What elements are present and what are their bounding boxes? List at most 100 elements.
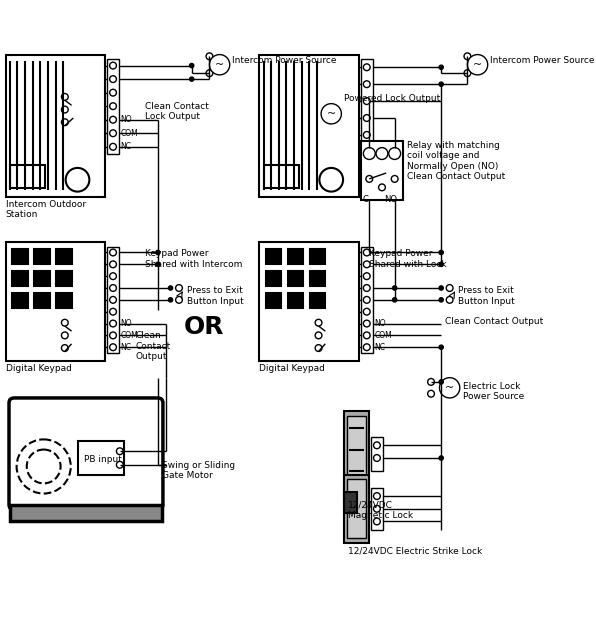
Text: NO: NO [374, 319, 386, 328]
Bar [361, 59, 372, 143]
Circle shape [110, 130, 116, 136]
Circle shape [61, 319, 68, 326]
Text: Intercom Power Source: Intercom Power Source [232, 56, 337, 65]
Circle shape [446, 285, 453, 291]
Bar [259, 55, 359, 197]
Circle shape [364, 344, 370, 350]
Circle shape [439, 250, 443, 255]
Circle shape [393, 286, 397, 290]
Bar [347, 479, 366, 538]
Text: 12/24VDC Electric Strike Lock: 12/24VDC Electric Strike Lock [348, 547, 482, 556]
Text: NO: NO [384, 195, 397, 204]
Circle shape [110, 273, 116, 280]
Bar [13, 293, 27, 308]
Circle shape [61, 94, 68, 100]
Circle shape [439, 456, 443, 460]
Circle shape [392, 175, 398, 182]
Bar [35, 249, 49, 264]
Text: ~: ~ [445, 383, 454, 393]
Bar [310, 271, 325, 286]
Circle shape [364, 148, 375, 159]
Circle shape [364, 98, 370, 105]
Bar [263, 164, 299, 188]
Text: Powered Lock Output: Powered Lock Output [344, 94, 440, 104]
Circle shape [315, 345, 322, 352]
Circle shape [190, 77, 194, 81]
Text: Keypad Power
Shared with Intercom: Keypad Power Shared with Intercom [145, 249, 243, 268]
Circle shape [364, 285, 370, 291]
Circle shape [110, 285, 116, 291]
Text: ~: ~ [473, 60, 482, 69]
Text: COM: COM [120, 129, 138, 138]
Text: Electric Lock
Power Source: Electric Lock Power Source [463, 382, 524, 401]
Circle shape [110, 143, 116, 150]
Bar [10, 505, 162, 521]
Circle shape [61, 345, 68, 352]
Bar [107, 247, 119, 353]
Circle shape [110, 89, 116, 96]
Text: NO: NO [120, 115, 132, 124]
Circle shape [374, 505, 380, 512]
Circle shape [319, 168, 343, 192]
Text: Swing or Sliding
Gate Motor: Swing or Sliding Gate Motor [162, 461, 235, 480]
Circle shape [374, 442, 380, 449]
Text: NO: NO [120, 319, 132, 328]
Circle shape [439, 65, 443, 69]
Circle shape [206, 70, 213, 77]
Circle shape [364, 308, 370, 315]
Circle shape [209, 55, 229, 75]
Circle shape [364, 273, 370, 280]
Bar [259, 242, 359, 361]
Circle shape [364, 81, 370, 87]
Circle shape [364, 261, 370, 268]
Circle shape [110, 117, 116, 123]
Circle shape [446, 296, 453, 303]
Circle shape [116, 461, 123, 468]
Circle shape [315, 332, 322, 339]
Circle shape [169, 286, 173, 290]
Text: OR: OR [184, 315, 225, 339]
Circle shape [428, 378, 434, 385]
Circle shape [110, 320, 116, 327]
Text: Intercom Outdoor
Station: Intercom Outdoor Station [5, 200, 86, 219]
Bar [371, 437, 383, 471]
Circle shape [376, 148, 388, 159]
FancyBboxPatch shape [9, 398, 163, 510]
Bar [266, 293, 281, 308]
Circle shape [467, 55, 488, 75]
Circle shape [61, 119, 68, 126]
Bar [5, 242, 105, 361]
Bar [13, 271, 27, 286]
Circle shape [66, 168, 89, 192]
Circle shape [464, 53, 471, 60]
Circle shape [156, 262, 160, 267]
Circle shape [428, 391, 434, 397]
Circle shape [61, 106, 68, 113]
Text: PB input: PB input [84, 455, 122, 464]
Bar [371, 487, 383, 530]
Circle shape [61, 332, 68, 339]
Text: Press to Exit
Button Input: Press to Exit Button Input [458, 286, 515, 306]
Circle shape [439, 378, 460, 398]
Circle shape [378, 184, 386, 191]
Circle shape [110, 261, 116, 268]
Bar [347, 416, 366, 492]
Text: COM: COM [120, 331, 138, 340]
Bar [266, 249, 281, 264]
Circle shape [439, 82, 443, 86]
Circle shape [156, 250, 160, 255]
Circle shape [364, 249, 370, 256]
Circle shape [321, 104, 342, 124]
Circle shape [364, 296, 370, 303]
Bar [310, 293, 325, 308]
Bar [13, 249, 27, 264]
Bar [361, 141, 403, 200]
Text: ~: ~ [215, 60, 224, 69]
Bar [344, 475, 370, 542]
Circle shape [110, 308, 116, 315]
Circle shape [439, 262, 443, 267]
Circle shape [169, 298, 173, 302]
Circle shape [393, 298, 397, 302]
Bar [10, 164, 45, 188]
Circle shape [110, 103, 116, 110]
